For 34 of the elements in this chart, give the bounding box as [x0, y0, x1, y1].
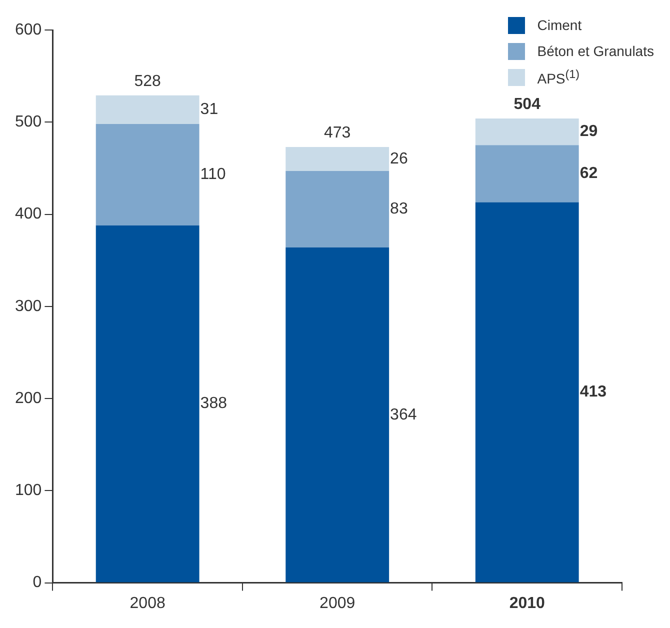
total-label: 504	[514, 96, 541, 113]
y-tick-label: 500	[14, 114, 42, 131]
data-label: 29	[580, 123, 598, 140]
x-tick-label: 2008	[130, 594, 166, 612]
bar	[286, 147, 390, 171]
data-label: 62	[580, 165, 598, 182]
bar	[475, 202, 579, 582]
bar	[96, 225, 200, 582]
data-label: 413	[580, 384, 607, 401]
data-label: 83	[390, 200, 408, 218]
y-tick-label: 200	[14, 390, 42, 407]
y-tick-label: 400	[14, 206, 42, 223]
bar	[96, 124, 200, 226]
data-label: 31	[200, 101, 218, 118]
x-tick-label: 2009	[320, 594, 356, 612]
legend-label: APS$^{(1)}$	[537, 68, 580, 86]
bar	[96, 95, 200, 124]
data-label: 26	[390, 150, 408, 168]
x-tick-label: 2010	[509, 594, 546, 612]
y-tick-label: 600	[14, 21, 42, 38]
y-tick-label: 300	[14, 298, 42, 315]
y-tick-label: 100	[14, 482, 42, 500]
bar	[475, 145, 579, 202]
legend-label: Béton et Granulats	[537, 43, 654, 59]
total-label: 473	[324, 124, 351, 142]
bar	[286, 170, 390, 248]
data-label: 364	[390, 406, 417, 424]
y-tick-label: 0	[32, 574, 42, 592]
bar	[475, 118, 579, 146]
data-label: 388	[200, 395, 228, 412]
bar	[286, 247, 390, 582]
data-label: 110	[200, 166, 226, 184]
legend-label: Ciment	[537, 17, 582, 33]
total-label: 528	[134, 72, 162, 90]
